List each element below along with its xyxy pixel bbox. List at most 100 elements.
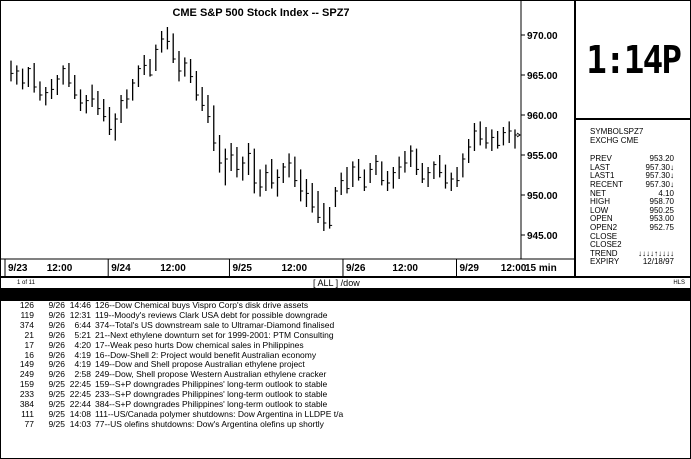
quote-row-expiry: EXPIRY 12/18/97 — [590, 258, 674, 267]
y-tick-label: 950.00 — [527, 191, 558, 202]
news-headline: 149--Dow and Shell propose Australian et… — [95, 359, 305, 370]
news-size: 249 — [19, 369, 34, 380]
news-date: 9/26 — [48, 309, 65, 320]
news-date: 9/26 — [48, 329, 65, 340]
news-size: 17 — [24, 339, 34, 350]
x-tick-label: 9/29 — [460, 263, 480, 274]
quote-row-high: HIGH 958.70 — [590, 198, 674, 207]
quote-label: LOW — [590, 205, 609, 215]
quote-value: 957.30↓ — [645, 179, 674, 189]
quote-row-trend: TREND ↓↓↓↓↑↓↓↓↓ — [590, 248, 674, 259]
news-item[interactable]: 17 9/26 4:20 17--Weak peso hurts Dow chemic… — [1, 339, 690, 350]
news-headline: 374--Total's US downstream sale to Ultra… — [95, 319, 335, 330]
news-size: 149 — [19, 359, 34, 370]
news-size: 111 — [21, 408, 34, 419]
news-time: 4:19 — [74, 349, 91, 360]
quote-value: 958.70 — [649, 197, 674, 207]
news-headline: 384--S+P downgrades Philippines' long-te… — [95, 399, 328, 409]
x-tick-label: 9/23 — [8, 263, 28, 274]
news-time: 14:08 — [69, 408, 91, 419]
news-item[interactable]: 119 9/26 12:31 119--Moody's reviews Clark U… — [1, 309, 690, 320]
y-tick-label: 945.00 — [527, 231, 558, 242]
y-tick-label: 965.00 — [527, 71, 558, 82]
news-date: 9/25 — [48, 408, 65, 419]
interval-label: 15 min — [525, 263, 557, 274]
news-list: 126 9/26 14:46 126--Dow Chemical buys Vispr… — [0, 301, 691, 459]
y-tick-label: 960.00 — [527, 111, 558, 122]
quote-row-last1: LAST1 957.30↓ — [590, 172, 674, 181]
news-time: 12:31 — [69, 309, 91, 320]
news-size: 126 — [19, 300, 34, 310]
news-headline: 249--Dow, Shell propose Western Australi… — [95, 369, 327, 380]
news-headline: 21--Next ethylene downturn set for 1999-… — [95, 329, 334, 340]
x-tick-label: 12:00 — [47, 263, 73, 274]
news-item[interactable]: 21 9/26 5:21 21--Next ethylene downturn set… — [1, 329, 690, 340]
quote-value: 950.25 — [649, 205, 674, 215]
news-item[interactable]: 374 9/26 6:44 374--Total's US downstream sa… — [1, 319, 690, 330]
news-item[interactable]: 249 9/26 2:58 249--Dow, Shell propose Weste… — [1, 370, 690, 379]
news-date: 9/26 — [48, 300, 65, 310]
quote-row-prev: PREV 953.20 — [590, 155, 674, 164]
news-item[interactable]: 16 9/26 4:19 16--Dow-Shell 2: Project would… — [1, 349, 690, 360]
news-headline: 77--US olefins shutdowns: Dow's Argentin… — [95, 418, 324, 429]
quote-rows: PREV 953.20 LAST 957.30↓ LAST1 957.30↓ RECENT 9… — [590, 155, 690, 267]
selection-highlight-bar[interactable] — [0, 289, 691, 301]
news-item[interactable]: 384 9/25 22:44 384--S+P downgrades Philippi… — [1, 400, 690, 409]
news-time: 22:44 — [69, 399, 91, 409]
quote-value: ↓↓↓↓↑↓↓↓↓ — [638, 248, 674, 258]
quote-row-recent: RECENT 957.30↓ — [590, 179, 674, 190]
news-time: 22:45 — [69, 389, 91, 400]
news-item[interactable]: 149 9/26 4:19 149--Dow and Shell propose Au… — [1, 360, 690, 369]
news-date: 9/26 — [48, 339, 65, 350]
news-item[interactable]: 126 9/26 14:46 126--Dow Chemical buys Vispr… — [1, 301, 690, 310]
news-time: 14:03 — [69, 418, 91, 429]
quote-row-low: LOW 950.25 — [590, 205, 674, 216]
clock-display: 1:14P — [586, 37, 682, 82]
quote-row-net: NET 4.10 — [590, 189, 674, 199]
x-tick-label: 9/26 — [346, 263, 366, 274]
news-date: 9/26 — [48, 369, 65, 380]
news-date: 9/26 — [48, 349, 65, 360]
x-tick-label: 12:00 — [392, 263, 418, 274]
quote-label: EXPIRY — [590, 257, 620, 267]
quote-row-close: CLOSE — [590, 231, 674, 242]
news-time: 4:19 — [74, 359, 91, 370]
news-size: 77 — [24, 418, 34, 429]
news-filter[interactable]: [ ALL ] /dow — [313, 278, 360, 288]
quote-value: SPZ7 — [623, 127, 644, 136]
news-item[interactable]: 77 9/25 14:03 77--US olefins shutdowns: Dow… — [1, 418, 690, 429]
news-headline: 159--S+P downgrades Philippines' long-te… — [95, 379, 328, 390]
news-item[interactable]: 111 9/25 14:08 111--US/Canada polymer shutd… — [1, 408, 690, 419]
quote-label: CLOSE — [590, 231, 618, 241]
quote-value: 952.75 — [649, 222, 674, 232]
price-chart-panel: CME S&P 500 Stock Index -- SPZ7 970.00 965… — [0, 0, 575, 277]
quote-value: CME — [620, 135, 639, 145]
clock-panel: 1:14P — [575, 0, 691, 119]
news-item[interactable]: 233 9/25 22:45 233--S+P downgrades Philippi… — [1, 390, 690, 399]
quote-row-last: LAST 957.30↓ — [590, 163, 674, 173]
news-date: 9/25 — [48, 418, 65, 429]
news-time: 4:20 — [74, 339, 91, 350]
news-headline: 126--Dow Chemical buys Vispro Corp's dis… — [95, 300, 309, 310]
news-size: 21 — [24, 329, 34, 340]
x-tick-label: 9/24 — [111, 263, 131, 274]
quote-label: OPEN2 — [590, 222, 618, 232]
news-time: 14:46 — [69, 300, 91, 310]
news-size: 119 — [20, 309, 34, 320]
quote-value: 953.00 — [649, 214, 674, 224]
news-date: 9/25 — [48, 399, 65, 409]
x-tick-label: 12:00 — [501, 263, 527, 274]
news-headline: 119--Moody's reviews Clark USA debt for … — [95, 309, 328, 320]
news-time: 6:44 — [74, 319, 91, 330]
x-tick-label: 9/25 — [232, 263, 252, 274]
news-item[interactable]: 159 9/25 22:45 159--S+P downgrades Philippi… — [1, 380, 690, 389]
price-chart: CME S&P 500 Stock Index -- SPZ7 970.00 965… — [1, 1, 574, 276]
quote-value: 12/18/97 — [642, 257, 674, 267]
x-tick-label: 12:00 — [160, 263, 186, 274]
news-date: 9/26 — [48, 319, 65, 330]
quote-value: 953.20 — [649, 154, 674, 164]
quote-label: LAST1 — [590, 171, 615, 181]
quote-label: TREND — [590, 248, 618, 258]
news-headline: 111--US/Canada polymer shutdowns: Dow Ar… — [95, 408, 344, 419]
news-size: 384 — [19, 399, 34, 409]
